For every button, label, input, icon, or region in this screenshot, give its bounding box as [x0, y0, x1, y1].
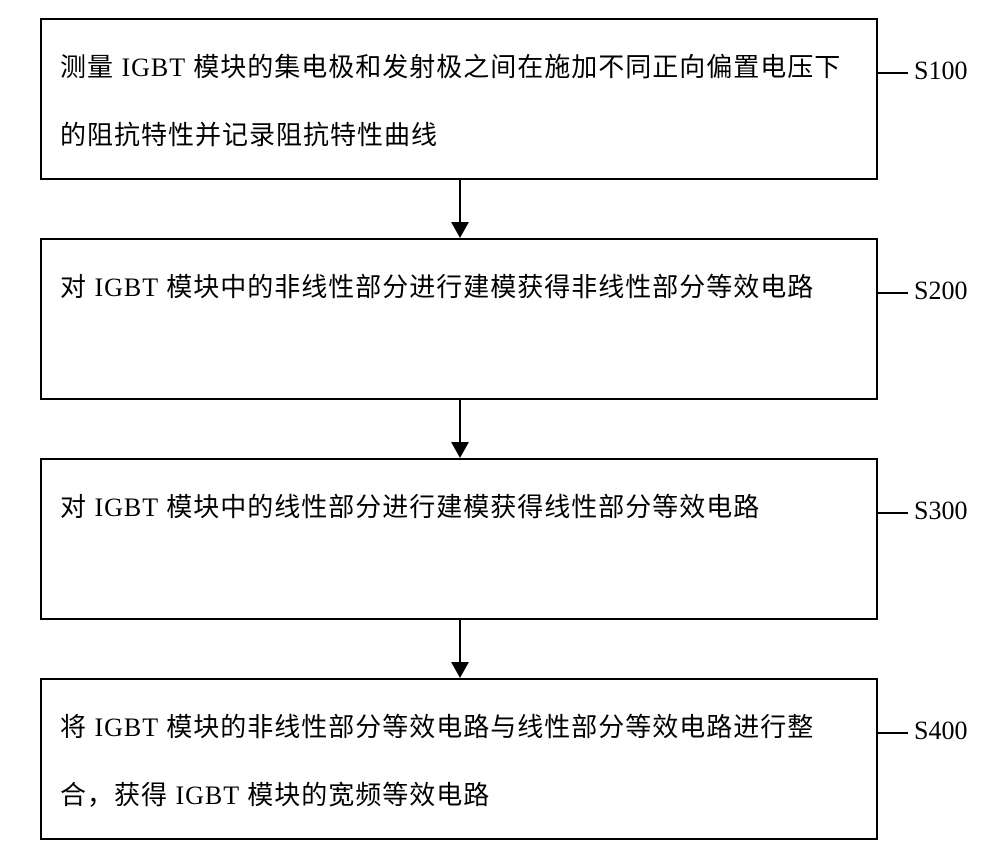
arrow-line-1: [459, 180, 461, 222]
lead-line-s300: [878, 512, 908, 514]
step-text: 测量 IGBT 模块的集电极和发射极之间在施加不同正向偏置电压下的阻抗特性并记录…: [60, 34, 858, 169]
arrow-head-3: [451, 662, 469, 678]
step-box-s400: 将 IGBT 模块的非线性部分等效电路与线性部分等效电路进行整合，获得 IGBT…: [40, 678, 878, 840]
step-box-s200: 对 IGBT 模块中的非线性部分进行建模获得非线性部分等效电路: [40, 238, 878, 400]
arrow-line-3: [459, 620, 461, 662]
arrow-line-2: [459, 400, 461, 442]
step-box-s300: 对 IGBT 模块中的线性部分进行建模获得线性部分等效电路: [40, 458, 878, 620]
step-text: 对 IGBT 模块中的线性部分进行建模获得线性部分等效电路: [60, 474, 760, 542]
step-text: 将 IGBT 模块的非线性部分等效电路与线性部分等效电路进行整合，获得 IGBT…: [60, 694, 858, 829]
flowchart-canvas: 测量 IGBT 模块的集电极和发射极之间在施加不同正向偏置电压下的阻抗特性并记录…: [0, 0, 1000, 855]
lead-line-s100: [878, 72, 908, 74]
step-label-s400: S400: [912, 716, 969, 746]
step-label-s200: S200: [912, 276, 969, 306]
step-text: 对 IGBT 模块中的非线性部分进行建模获得非线性部分等效电路: [60, 254, 814, 322]
lead-line-s400: [878, 732, 908, 734]
arrow-head-1: [451, 222, 469, 238]
step-label-s300: S300: [912, 496, 969, 526]
arrow-head-2: [451, 442, 469, 458]
step-box-s100: 测量 IGBT 模块的集电极和发射极之间在施加不同正向偏置电压下的阻抗特性并记录…: [40, 18, 878, 180]
lead-line-s200: [878, 292, 908, 294]
step-label-s100: S100: [912, 56, 969, 86]
